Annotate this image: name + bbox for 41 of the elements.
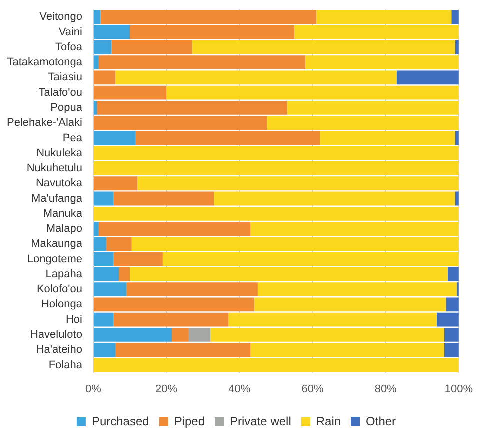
y-tick-label: Haveluloto	[30, 329, 82, 341]
bar	[396, 70, 459, 85]
y-tick-label: Nukuhetulu	[26, 162, 82, 175]
y-tick-label: Hoi	[66, 314, 82, 326]
bar	[452, 10, 459, 24]
y-tick-label: Vaini	[58, 26, 82, 38]
bar	[94, 131, 136, 146]
y-tick-label: Holonga	[41, 298, 84, 311]
x-tick-label: 100%	[444, 383, 474, 396]
y-tick-label: Makaunga	[31, 238, 84, 250]
x-tick-label: 20%	[156, 383, 178, 396]
legend-label: Purchased	[92, 414, 150, 428]
y-tick-label: Tatakamotonga	[7, 56, 84, 69]
y-tick-label: Popua	[50, 102, 84, 114]
y-tick-label: Kolofo'ou	[36, 284, 82, 296]
bar	[94, 192, 114, 206]
x-tick-label: 40%	[228, 383, 251, 396]
y-tick-label: Talafo'ou	[38, 86, 82, 99]
legend-label: Piped	[174, 414, 206, 428]
legend-label: Rain	[316, 414, 342, 428]
y-tick-label: Taiasiu	[48, 72, 82, 84]
y-tick-label: Malapo	[46, 223, 82, 236]
y-tick-label: Nukuleka	[36, 147, 84, 160]
legend-label: Private well	[230, 414, 292, 428]
x-tick-label: 60%	[302, 383, 324, 396]
y-tick-label: Pea	[62, 132, 84, 144]
x-tick-label: 80%	[374, 383, 398, 396]
bar	[188, 328, 210, 342]
y-tick-label: Longoteme	[27, 253, 82, 266]
y-tick-label: Tofoa	[56, 41, 84, 54]
y-tick-label: Manuka	[43, 208, 84, 220]
x-tick-label: 0%	[86, 383, 102, 396]
y-tick-label: Pelehake-'Alaki	[6, 117, 82, 130]
y-tick-label: Ha'ateiho	[36, 344, 82, 356]
y-tick-label: Folaha	[48, 359, 84, 372]
y-tick-label: Ma'ufanga	[31, 192, 84, 205]
y-tick-label: Lapaha	[46, 268, 84, 280]
y-tick-label: Veitongo	[40, 11, 82, 24]
legend-label: Other	[366, 414, 396, 428]
y-tick-label: Navutoka	[36, 178, 84, 190]
bar	[94, 101, 98, 115]
